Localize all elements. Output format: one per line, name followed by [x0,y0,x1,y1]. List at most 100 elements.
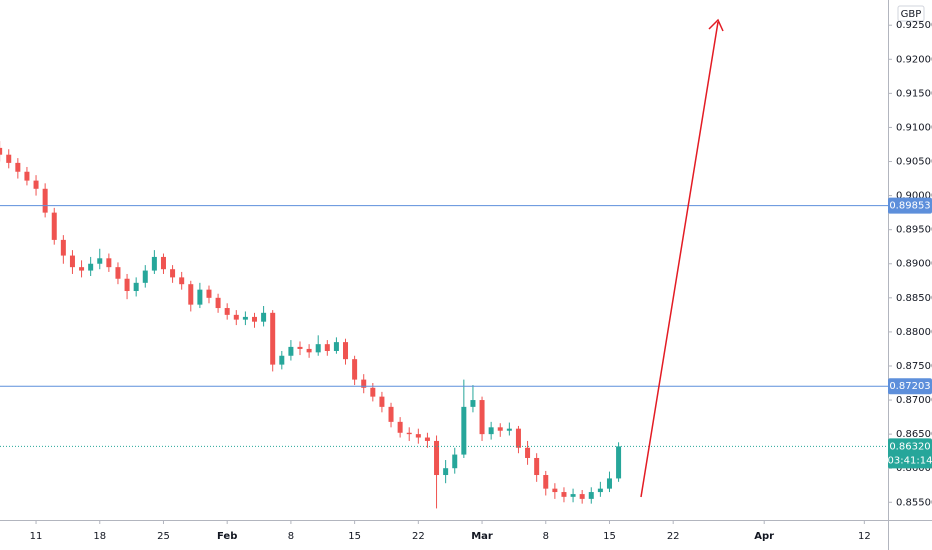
candle-body [79,267,85,271]
candle-body [179,277,185,285]
level-label-box [888,378,932,395]
candle-body [160,256,166,270]
candle-body [306,348,312,353]
candle-body [142,270,148,283]
candle-body [233,314,239,320]
candle-body [0,147,3,155]
candle-body [215,297,221,309]
currency-label: GBP [901,9,922,20]
arrow-head [708,18,724,32]
candle-body [51,212,57,240]
x-tick-label: 15 [348,531,361,542]
candle-body [242,316,248,320]
candle-body [616,446,622,479]
candle-body [279,355,285,365]
candle-body [333,342,339,351]
candle-body [452,454,458,469]
candle-body [388,406,394,422]
candle-body [224,308,230,315]
candle-body [434,440,440,476]
candle-body [6,154,12,163]
candle-body [133,282,139,292]
candle-body [552,488,558,493]
level-label: 0.89853 [889,201,930,212]
arrow-drawing [640,18,724,498]
candle-body [588,492,594,499]
candle-body [379,396,385,407]
candle-body [69,255,75,268]
candle-body [506,428,512,431]
candle-body [251,316,257,322]
candle-body [42,188,48,213]
candle-body [115,267,121,279]
marks [0,141,622,509]
x-tick-label: 15 [603,531,616,542]
candle-body [597,488,603,493]
candle-body [197,289,203,305]
candle-body [97,258,103,264]
x-tick-label: Apr [754,531,774,542]
arrow-line [640,21,719,498]
candle-body [515,428,521,448]
candle-body [206,289,212,298]
x-tick-label: 12 [858,531,871,542]
candle-body [534,457,540,476]
candle-body [488,427,494,435]
candle-body [288,346,294,356]
candle-body [261,312,267,322]
x-tick-label: 22 [667,531,680,542]
candle-body [270,312,276,365]
candle-body [370,387,376,397]
x-tick-label: Feb [217,531,237,542]
candle-body [570,494,576,497]
candle-body [60,239,66,256]
candle-body [88,263,94,271]
currency-badge [897,5,925,22]
candle-body [170,269,176,278]
candle-body [324,344,330,351]
candle-body [188,284,194,305]
candle-body [33,180,39,189]
last-price-label: 0.86320 [889,441,930,452]
last-price-box [888,438,932,469]
candle-body [124,278,130,292]
candle-body [315,344,321,353]
candle-body [561,492,567,497]
candle-body [479,400,485,435]
candle-body [525,447,531,458]
candle-body [543,475,549,489]
candle-body [606,478,612,489]
candle-body [415,434,421,438]
candle-body [461,406,467,455]
candle-body [579,494,585,499]
candle-body [106,258,112,268]
x-tick-label: 25 [157,531,170,542]
candle-body [497,427,503,431]
x-tick-label: 18 [93,531,106,542]
candle-body [24,171,30,181]
candle-body [443,468,449,476]
candle-body [15,162,21,172]
x-tick-label: 22 [412,531,425,542]
candle-body [297,346,303,349]
countdown-label: 03:41:14 [888,455,932,466]
candle-body [470,400,476,407]
candle-body [352,359,358,380]
candle-body [424,437,430,441]
level-label-box [888,197,932,214]
candle-body [406,432,412,435]
